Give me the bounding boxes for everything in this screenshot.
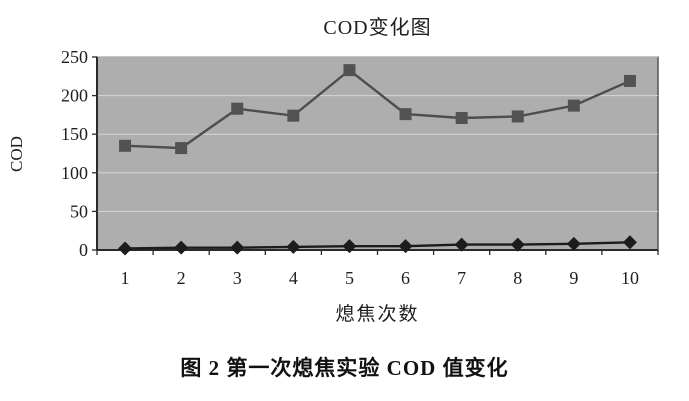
square-marker — [119, 139, 132, 152]
chart-title: COD变化图 — [323, 17, 432, 39]
square-marker — [287, 109, 300, 122]
square-marker — [623, 74, 636, 87]
square-marker — [567, 99, 580, 112]
x-tick-label: 1 — [121, 268, 130, 288]
y-tick-label: 50 — [70, 201, 88, 221]
diamond-marker — [622, 235, 637, 250]
diamond-marker — [174, 240, 189, 255]
y-tick-label: 100 — [61, 163, 88, 183]
x-tick-label: 6 — [401, 268, 410, 288]
x-tick-label: 8 — [513, 268, 522, 288]
plot-area — [96, 56, 659, 251]
diamond-series-line — [125, 241, 630, 250]
y-tick-label: 150 — [61, 124, 88, 144]
square-marker — [175, 142, 188, 155]
square-marker — [343, 64, 356, 77]
y-tick-label: 200 — [61, 86, 88, 106]
y-tick-label: 250 — [61, 47, 88, 67]
diamond-marker — [398, 239, 413, 254]
x-tick-label: 9 — [569, 268, 578, 288]
x-tick-label: 2 — [177, 268, 186, 288]
diamond-marker — [342, 239, 357, 254]
x-tick-label: 7 — [457, 268, 466, 288]
square-marker — [511, 110, 524, 123]
diamond-marker — [286, 239, 301, 254]
x-tick-label: 3 — [233, 268, 242, 288]
diamond-marker — [510, 237, 525, 252]
x-tick-label: 10 — [621, 268, 639, 288]
x-axis-title: 熄焦次数 — [335, 304, 420, 325]
diamond-marker — [454, 237, 469, 252]
figure-caption: 图 2 第一次熄焦实验 COD 值变化 — [180, 356, 509, 380]
x-tick-label: 5 — [345, 268, 354, 288]
square-series-line — [125, 68, 631, 150]
y-tick-label: 0 — [79, 240, 88, 260]
square-marker — [455, 111, 468, 124]
x-tick-label: 4 — [289, 268, 298, 288]
square-marker — [399, 108, 412, 121]
diamond-marker — [566, 236, 581, 251]
diamond-marker — [118, 241, 133, 256]
diamond-marker — [230, 240, 245, 255]
y-axis-title: COD — [7, 136, 26, 172]
square-marker — [231, 102, 244, 115]
